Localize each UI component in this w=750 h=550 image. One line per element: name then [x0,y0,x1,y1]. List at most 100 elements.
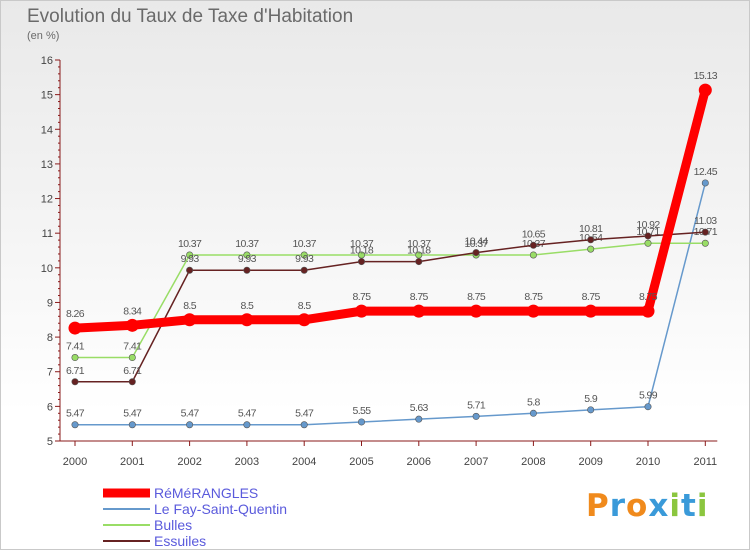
data-label: 8.75 [639,291,658,303]
data-point [587,406,595,414]
data-point [186,421,194,429]
logo-letter: o [626,488,649,524]
x-tick-label: 2001 [120,456,144,468]
data-label: 8.75 [467,291,486,303]
data-label: 5.8 [527,396,541,408]
data-label: 10.18 [350,245,374,257]
data-label: 7.41 [123,341,142,353]
data-label: 8.26 [66,308,85,320]
legend-label: Essuiles [154,533,206,549]
data-point [243,266,251,274]
data-point [415,258,423,266]
x-tick-label: 2007 [464,456,488,468]
data-point [300,421,308,429]
y-tick-label: 15 [41,90,53,102]
data-point [297,313,311,327]
data-label: 8.5 [183,300,197,312]
data-label: 9.93 [295,253,314,265]
y-tick-label: 7 [47,367,53,379]
data-label: 8.34 [123,305,142,317]
data-point [128,354,136,362]
data-label: 12.45 [694,166,718,178]
data-point [71,421,79,429]
data-label: 5.99 [639,390,658,402]
series-1: 5.47 5.47 5.47 5.47 5.47 5.55 5.63 5.71 5.8 5.9 5.… [66,166,718,429]
data-label: 10.37 [464,238,488,250]
data-label: 5.47 [238,408,257,420]
series-line [70,85,710,333]
data-point [584,304,598,318]
x-tick-label: 2006 [407,456,431,468]
data-label: 10.37 [235,238,259,250]
data-point [357,258,365,266]
data-point [71,354,79,362]
data-label: 10.65 [522,228,546,240]
data-point [186,266,194,274]
x-tick-label: 2010 [636,456,660,468]
y-tick-label: 6 [47,401,53,413]
series-line [74,182,707,426]
y-tick-label: 10 [41,263,53,275]
data-point [698,83,712,97]
y-tick-label: 11 [42,228,53,240]
data-label: 9.93 [181,253,200,265]
data-point [644,232,652,240]
data-point [529,251,537,259]
data-point [243,251,251,259]
data-label: 5.63 [410,402,429,414]
data-label: 7.41 [66,341,85,353]
data-label: 11.03 [694,215,717,227]
data-label: 10.37 [350,238,374,250]
data-point [300,251,308,259]
x-tick-label: 2004 [292,456,316,468]
x-tick-label: 2008 [521,456,545,468]
series-0: 8.26 8.34 8.5 8.5 8.5 8.75 8.75 8.75 8.75 8.75 8.7… [66,70,718,335]
y-tick-label: 13 [41,159,53,171]
data-label: 8.75 [410,291,429,303]
data-point [355,304,368,318]
logo-letter: x [648,488,670,524]
logo-letter: i [669,488,681,524]
data-point [469,304,483,318]
data-point [412,304,426,318]
data-label: 10.37 [407,238,431,250]
legend-label: RéMéRANGLES [154,485,258,501]
data-label: 5.9 [584,393,598,405]
data-label: 5.71 [467,399,486,411]
y-tick-label: 9 [47,297,53,309]
proxiti-logo: Proxiti [586,488,708,524]
data-label: 8.75 [352,291,371,303]
data-point [472,412,480,420]
data-label: 5.55 [352,405,371,417]
x-tick-label: 2009 [578,456,602,468]
data-label: 15.13 [694,70,718,82]
y-tick-label: 14 [41,124,53,136]
logo-letter: t [680,488,697,524]
x-tick-label: 2002 [177,456,201,468]
data-point [587,236,595,244]
y-tick-label: 5 [47,436,53,448]
data-label: 10.92 [636,219,660,231]
data-label: 8.5 [298,300,312,312]
x-tick-label: 2005 [349,456,373,468]
data-label: 5.47 [295,408,314,420]
logo-letter: i [696,488,709,524]
data-point [183,313,197,327]
data-point [587,245,595,253]
data-point [128,378,136,386]
logo-letter: P [586,488,610,524]
data-label: 10.37 [293,238,317,250]
y-tick-label: 8 [47,332,53,344]
data-point [641,304,655,318]
data-point [701,239,709,247]
x-tick-label: 2003 [235,456,259,468]
data-label: 9.93 [238,253,257,265]
data-point [357,418,365,426]
data-point [529,241,537,249]
data-label: 5.47 [66,408,85,420]
series-3: 6.71 6.71 9.93 9.93 9.93 10.18 10.18 10.44 10.65… [66,215,718,386]
data-label: 6.71 [66,365,85,377]
